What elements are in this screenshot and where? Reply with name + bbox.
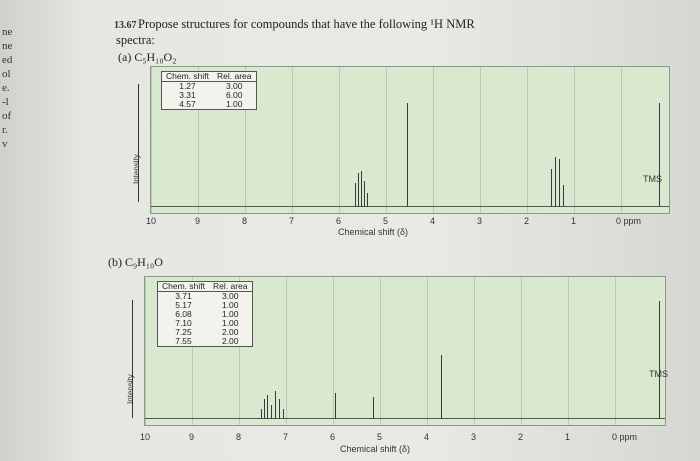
table-cell: 1.00 xyxy=(221,300,239,310)
tick-label: 0 ppm xyxy=(616,216,642,226)
table-cell: 3.31 xyxy=(179,90,196,100)
table-cell: 1.00 xyxy=(221,318,239,328)
tick-label: 6 xyxy=(330,432,336,442)
table-cell: 4.57 xyxy=(179,99,196,109)
table-cell: 3.00 xyxy=(221,291,239,301)
spectrum-a-ylabel: Intensity xyxy=(132,154,141,184)
table-cell: 7.10 xyxy=(175,318,192,328)
tick-label: 2 xyxy=(524,216,530,226)
table-cell: 3.71 xyxy=(175,291,192,301)
table-header: Chem. shift xyxy=(158,282,209,292)
spectrum-a-table: Chem. shift Rel. area 1.27 3.00 3.31 6.00 … xyxy=(161,71,257,110)
problem-text: Propose structures for compounds that ha… xyxy=(138,17,475,31)
table-cell: 7.25 xyxy=(175,327,192,337)
tick-label: 9 xyxy=(189,432,195,442)
margin-word: of xyxy=(2,110,12,122)
table-cell: 1.00 xyxy=(225,99,243,109)
spectrum-b-table: Chem. shift Rel. area 3.71 3.00 5.17 1.00 … xyxy=(157,281,253,347)
tick-label: 1 xyxy=(565,432,571,442)
margin-word: e. xyxy=(2,82,10,94)
table-header: Rel. area xyxy=(213,72,256,82)
spectrum-b-ylabel: Intensity xyxy=(126,374,135,404)
margin-word: r. xyxy=(2,124,8,136)
tick-label: 10 xyxy=(140,432,151,442)
tms-label: TMS xyxy=(649,369,668,379)
tick-label: 1 xyxy=(571,216,577,226)
tick-label: 7 xyxy=(289,216,295,226)
table-cell: 2.00 xyxy=(221,327,239,337)
margin-word: ol xyxy=(2,68,11,80)
table-cell: 5.17 xyxy=(175,300,192,310)
tms-label: TMS xyxy=(643,174,662,184)
table-cell: 1.27 xyxy=(179,81,196,91)
tick-label: 4 xyxy=(424,432,430,442)
spectrum-a-xtitle: Chemical shift (δ) xyxy=(338,227,409,237)
tick-label: 9 xyxy=(195,216,201,226)
tick-label: 4 xyxy=(430,216,436,226)
tick-label: 7 xyxy=(283,432,289,442)
table-cell: 3.00 xyxy=(225,81,243,91)
tick-label: 8 xyxy=(242,216,248,226)
tick-label: 5 xyxy=(383,216,389,226)
table-header: Rel. area xyxy=(209,282,252,292)
left-margin-text: ne ne ed ol e. -l of r. v xyxy=(0,0,40,461)
tick-label: 2 xyxy=(518,432,524,442)
spectrum-b-plot: Chem. shift Rel. area 3.71 3.00 5.17 1.00 … xyxy=(144,276,668,426)
margin-word: ne xyxy=(2,26,13,38)
spectrum-b-xtitle: Chemical shift (δ) xyxy=(340,444,411,454)
problem-text-continued: spectra: xyxy=(116,33,155,47)
tick-label: 3 xyxy=(477,216,483,226)
table-cell: 6.08 xyxy=(175,309,192,319)
tick-label: 8 xyxy=(236,432,242,442)
spectrum-b: Chem. shift Rel. area 3.71 3.00 5.17 1.00 … xyxy=(112,270,670,458)
tick-label: 5 xyxy=(377,432,383,442)
margin-word: -l xyxy=(2,96,9,108)
tick-label: 0 ppm xyxy=(612,432,638,442)
table-cell: 1.00 xyxy=(221,309,239,319)
table-cell: 7.55 xyxy=(175,336,192,346)
margin-word: ne xyxy=(2,40,13,52)
table-header: Chem. shift xyxy=(162,72,213,82)
spectrum-a-label: (a) C₅H₁₀O₂ xyxy=(118,50,177,64)
table-cell: 2.00 xyxy=(221,336,239,346)
spectrum-a-plot: Chem. shift Rel. area 1.27 3.00 3.31 6.00 … xyxy=(150,66,670,214)
intensity-arrow xyxy=(138,84,139,202)
intensity-arrow xyxy=(132,300,133,418)
spectrum-a: Chem. shift Rel. area 1.27 3.00 3.31 6.00 … xyxy=(112,60,670,237)
margin-word: ed xyxy=(2,54,13,66)
tick-label: 3 xyxy=(471,432,477,442)
problem-number: 13.67 xyxy=(114,20,137,31)
spectrum-b-label: (b) C₉H₁₀O xyxy=(108,255,163,269)
table-cell: 6.00 xyxy=(225,90,243,100)
tick-label: 6 xyxy=(336,216,342,226)
tick-label: 10 xyxy=(146,216,157,226)
margin-word: v xyxy=(2,138,8,150)
